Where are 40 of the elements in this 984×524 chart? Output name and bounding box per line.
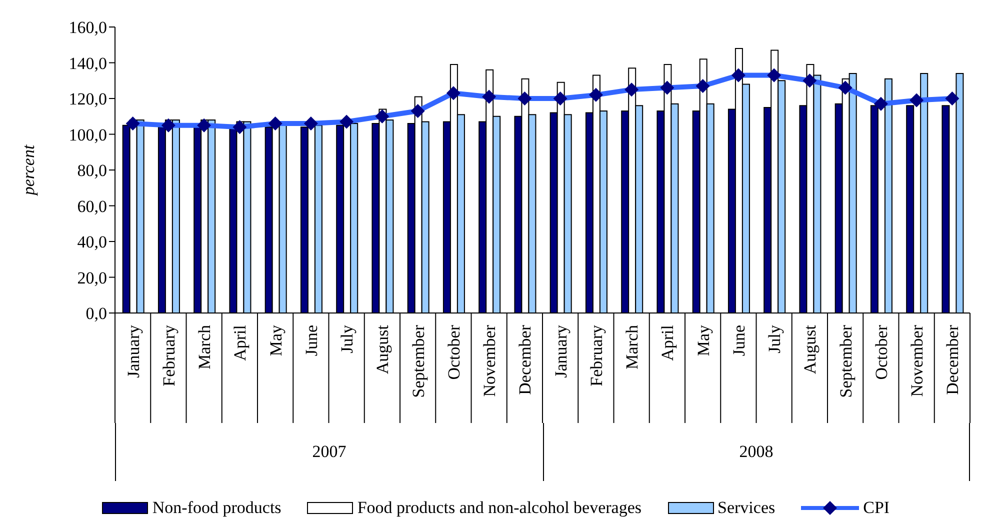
x-tick-label: January — [124, 324, 143, 378]
legend-label: CPI — [863, 498, 890, 518]
x-tick-label: October — [872, 324, 891, 380]
y-tick-label: 20,0 — [77, 268, 107, 288]
x-tick-label: October — [444, 324, 464, 380]
x-tick-label: November — [480, 324, 500, 397]
text: 2007 — [115, 423, 542, 481]
y-tick-label: 140,0 — [68, 54, 107, 73]
y-tick-label: 40,0 — [77, 232, 107, 252]
x-tick-label: September — [408, 324, 428, 398]
x-tick-label: November — [908, 324, 927, 397]
x-tick-label: August — [373, 324, 392, 374]
text: 2008 — [542, 423, 970, 481]
y-tick-label: 60,0 — [77, 196, 107, 216]
x-tick-label: December — [943, 324, 962, 395]
y-tick-label: 0,0 — [86, 304, 107, 324]
legend-label: Services — [718, 498, 776, 518]
y-axis-title: percent — [19, 144, 38, 196]
x-tick-label: July — [765, 324, 784, 354]
y-tick-label: 80,0 — [77, 161, 107, 180]
x-tick-label: April — [658, 324, 678, 361]
x-tick-label: June — [729, 325, 748, 356]
x-tick-label: June — [302, 325, 321, 356]
x-tick-label: September — [836, 324, 856, 398]
y-tick-label: 120,0 — [68, 90, 107, 109]
x-tick-label: May — [266, 324, 286, 356]
x-tick-label: April — [230, 324, 250, 361]
x-tick-label: July — [338, 324, 357, 354]
x-tick-label: August — [800, 324, 820, 374]
x-tick-label: March — [622, 324, 642, 370]
x-tick-label: March — [195, 324, 214, 370]
x-tick-label: February — [159, 324, 178, 386]
x-tick-label: February — [586, 324, 606, 386]
y-tick-label: 100,0 — [68, 125, 107, 144]
x-tick-label: May — [694, 324, 713, 356]
x-tick-label: January — [551, 324, 570, 378]
legend-label: Non-food products — [152, 498, 282, 518]
legend-label: Food products and non-alcohol beverages — [357, 498, 642, 518]
x-tick-label: December — [516, 324, 535, 395]
y-tick-label: 160,0 — [68, 18, 107, 38]
